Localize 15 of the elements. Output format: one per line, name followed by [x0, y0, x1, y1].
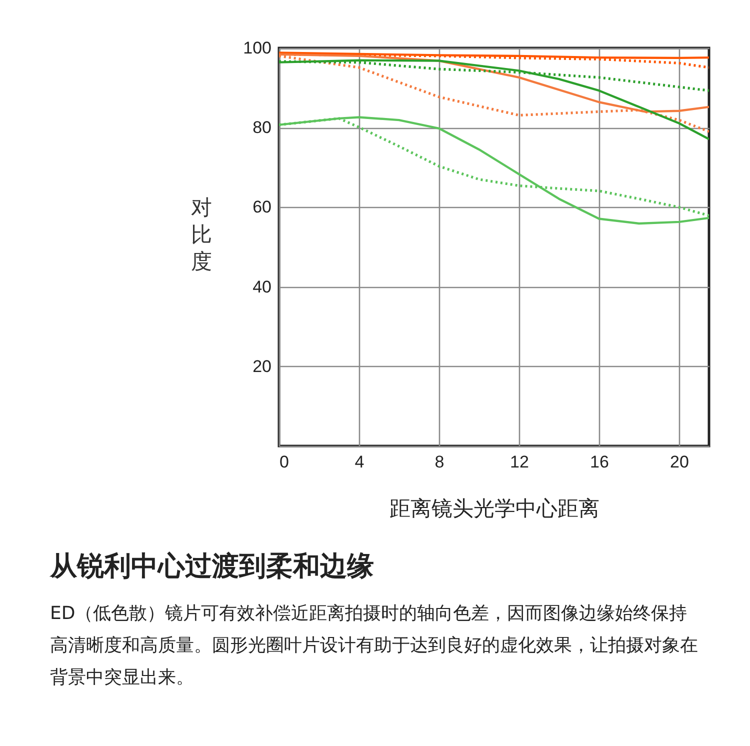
x-tick-label: 12	[510, 452, 529, 472]
y-axis-title: 对比度	[191, 196, 212, 274]
x-tick-label: 0	[280, 452, 289, 472]
x-tick-label: 20	[670, 452, 689, 472]
x-tick-label: 8	[434, 452, 444, 472]
y-tick-label: 20	[252, 356, 272, 376]
x-axis-title: 距离镜头光学中心距离	[390, 498, 600, 520]
y-tick-label: 40	[252, 277, 272, 296]
x-tick-label: 16	[590, 452, 609, 472]
y-tick-label: 60	[252, 198, 272, 217]
y-tick-label: 100	[243, 38, 272, 58]
text: ED（低色散）镜片可有效补偿近距离拍摄时的轴向色差，因而图像边缘始终保持高清晰度和高质量。圆形光圈叶片设计有助于达到良好的虚化效果，让拍摄对象在背景中突显出来。	[50, 602, 699, 690]
text: 从锐利中心过渡到柔和边缘	[50, 550, 375, 584]
y-tick-label: 80	[252, 118, 272, 138]
x-tick-label: 4	[354, 452, 364, 472]
